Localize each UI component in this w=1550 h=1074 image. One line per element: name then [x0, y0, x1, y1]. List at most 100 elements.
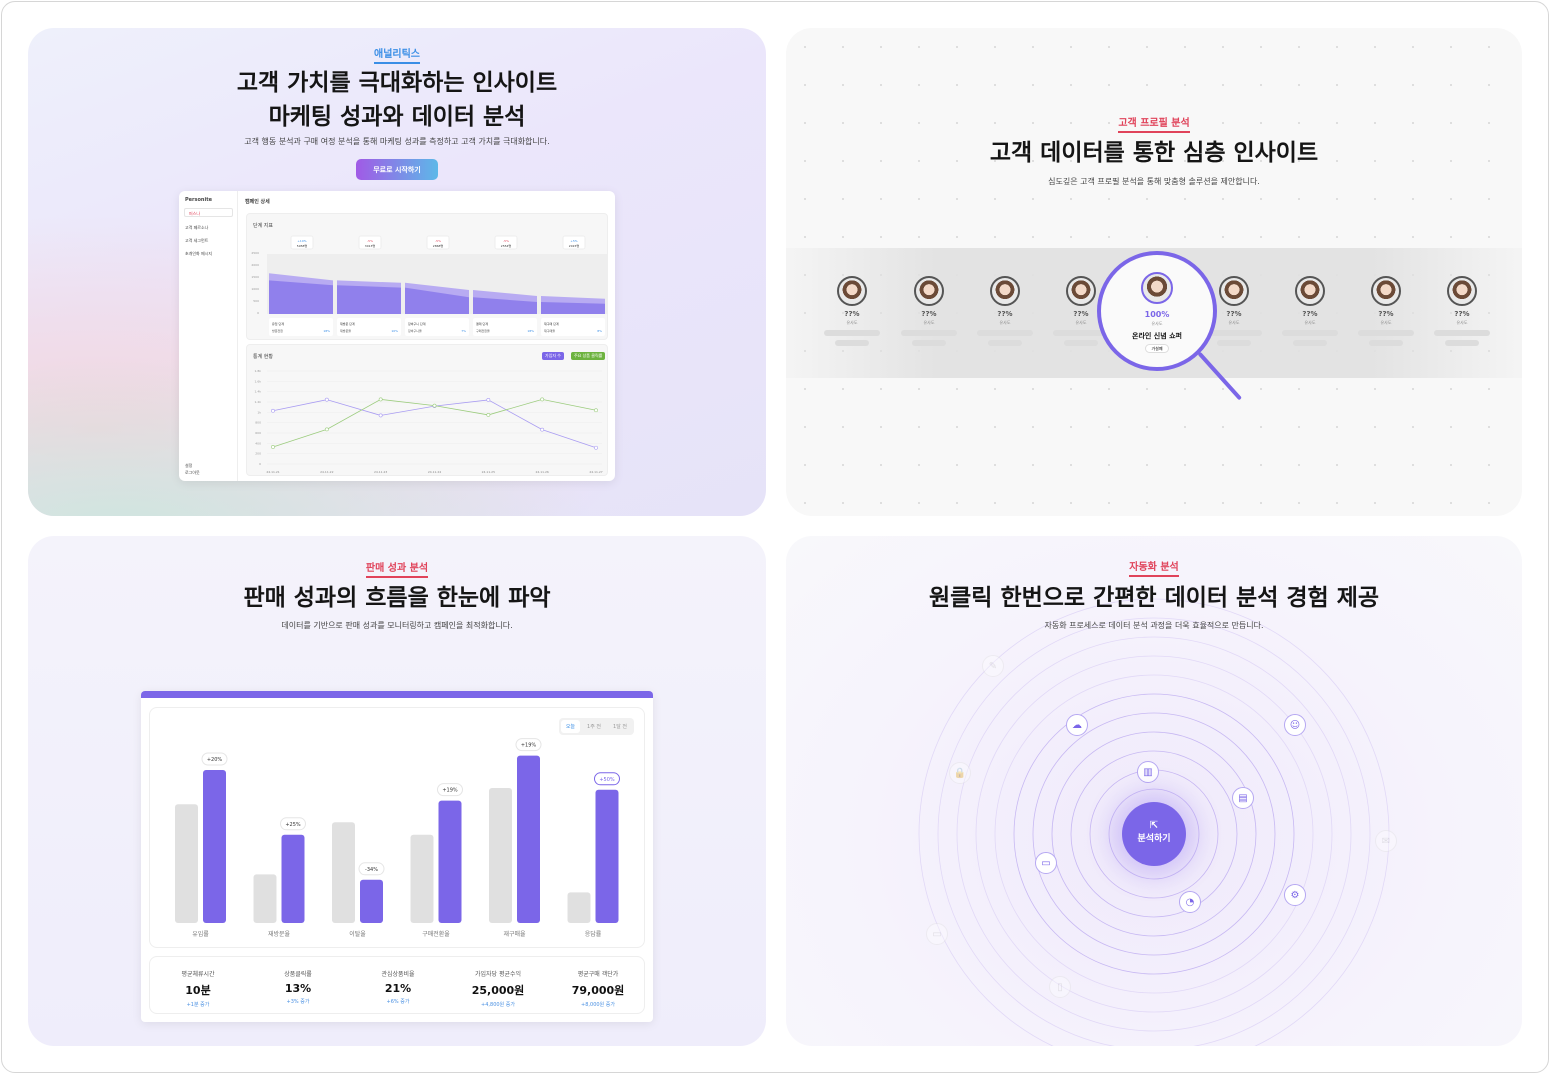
avatar-profile[interactable]: [1066, 276, 1096, 306]
kpi-item: 상품클릭률 13% +3% 증가: [248, 957, 348, 1005]
bar-current: [281, 834, 305, 923]
nav-item-persona[interactable]: 고객 페르소나: [185, 225, 209, 230]
data-point: [594, 408, 598, 413]
stage-metric: 10%: [391, 329, 398, 333]
unknown-percent: ??%: [997, 310, 1013, 318]
analyze-button[interactable]: ⇱ 분석하기: [1122, 802, 1186, 866]
data-point: [324, 427, 329, 432]
legend-signups[interactable]: 가입자 수: [542, 352, 564, 360]
user-icon: ☺: [1284, 714, 1306, 736]
clipboard-icon: ▤: [1232, 787, 1254, 809]
y-tick: 600: [255, 431, 261, 435]
placeholder-bar: [1358, 330, 1414, 336]
stats-title: 통계 현황: [253, 354, 273, 360]
y-tick: 200: [255, 452, 261, 456]
x-tick: 24.11.21: [266, 470, 279, 474]
funnel-card: 단계 지표 0 500 1000 1500 2000 2500 +10% 5958명 유입 단계…: [246, 213, 608, 340]
avatar-profile[interactable]: [1447, 276, 1477, 306]
x-tick: 24.11.25: [482, 470, 495, 474]
placeholder-bar: [1445, 340, 1479, 346]
stage-label: 재구매 단계: [544, 321, 559, 326]
stage-count: 5958명: [297, 243, 308, 248]
y-tick: 800: [255, 421, 261, 425]
kpi-value: 13%: [284, 982, 312, 995]
data-point: [378, 413, 383, 418]
stage-label: 재방문 단계: [340, 321, 355, 326]
nav-item-segment[interactable]: 고객 세그먼트: [185, 238, 209, 243]
y-tick: 2500: [251, 251, 259, 255]
document-icon: ▯: [1049, 976, 1071, 998]
tab-week[interactable]: 1주 전: [587, 724, 602, 730]
data-point: [271, 408, 275, 413]
funnel-area-converted: [473, 297, 537, 314]
avatar-profile[interactable]: [837, 276, 867, 306]
unknown-percent: ??%: [1226, 310, 1242, 318]
x-tick: 24.11.23: [374, 470, 387, 474]
data-point: [540, 427, 545, 432]
orbit-ring: [937, 617, 1371, 1046]
avatar-profile[interactable]: [1219, 276, 1249, 306]
title-line-2: 마케팅 성과와 데이터 분석: [268, 104, 526, 130]
funnel-area-converted: [541, 302, 605, 314]
cursor-click-icon: ⇱: [1149, 820, 1159, 831]
kpi-delta: +1분 증가: [186, 1002, 210, 1008]
bar-previous: [253, 874, 277, 923]
placeholder-bar: [1217, 340, 1251, 346]
line-chart: 0 200 400 600 800 1k 1.2k 1.4k 1.6k 1.8k 24.11.21 2…: [254, 369, 602, 474]
unknown-percent: ??%: [1454, 310, 1470, 318]
tab-month[interactable]: 1달 전: [613, 724, 627, 730]
analyze-button-label: 분석하기: [1137, 834, 1171, 844]
lock-icon: 🔒: [949, 762, 971, 784]
stage-change: +10%: [297, 239, 306, 243]
y-tick: 1.6k: [254, 379, 261, 383]
category-label: 응답률: [585, 931, 602, 938]
mail-icon: ✉: [1375, 830, 1397, 852]
stage-count: 2868명: [433, 243, 444, 248]
eyebrow: 애널리틱스: [28, 45, 766, 64]
period-tabs: 오늘 1주 전 1달 전: [558, 718, 634, 735]
placeholder-bar: [1064, 340, 1098, 346]
stage-change: -5%: [367, 239, 373, 243]
similarity-label: 유사도: [1151, 321, 1163, 326]
stage-card: [405, 318, 469, 336]
avatar-profile[interactable]: [914, 276, 944, 306]
tab-today[interactable]: 오늘: [560, 720, 581, 733]
bar-chart: +20% 유입률 +25% 재방문율 -34% 이탈율 +19% 구매전환율 +19% 재구매율 +…: [175, 738, 620, 938]
start-free-button[interactable]: 무료로 시작하기: [356, 159, 438, 180]
dashboard-preview: Personite 퍼스나 고객 페르소나 고객 세그먼트 초개인화 메시지 설…: [179, 191, 615, 481]
logout-link[interactable]: 로그아웃: [185, 470, 200, 475]
change-badge: [515, 738, 542, 752]
legend-clickrate[interactable]: 주요 상품 클릭률: [571, 352, 606, 360]
persona-tag[interactable]: 가설폐: [1145, 344, 1169, 353]
avatar-profile[interactable]: [990, 276, 1020, 306]
y-tick: 500: [253, 299, 259, 303]
stage-card: [269, 318, 333, 336]
avatar-profile[interactable]: [1295, 276, 1325, 306]
unknown-percent: ??%: [1378, 310, 1394, 318]
bar-current: [203, 770, 226, 923]
data-point: [486, 413, 491, 417]
orbit-ring: [975, 655, 1333, 1013]
kpi-item: 평균구매 객단가 79,000원 +8,000원 증가: [548, 957, 648, 1008]
analytics-panel: 애널리틱스 고객 가치를 극대화하는 인사이트 마케팅 성과와 데이터 분석 고…: [28, 28, 766, 516]
gear-icon: ⚙: [1284, 884, 1306, 906]
y-tick: 1.2k: [254, 400, 261, 404]
persona-select[interactable]: 퍼스나: [184, 208, 233, 217]
nav-item-message[interactable]: 초개인화 메시지: [185, 251, 213, 256]
placeholder-bar: [1206, 330, 1262, 336]
similarity-label: 유사도: [1304, 320, 1316, 325]
y-tick: 0: [257, 311, 259, 315]
change-label: +19%: [521, 743, 537, 749]
placeholder-bar: [1293, 340, 1327, 346]
title: 고객 데이터를 통한 심층 인사이트: [989, 140, 1319, 166]
subtitle: 고객 행동 분석과 구매 여정 분석을 통해 마케팅 성과를 측정하고 고객 가…: [244, 137, 550, 146]
funnel-title: 단계 지표: [253, 223, 273, 229]
stage-change: -5%: [435, 239, 441, 243]
settings-link[interactable]: 설정: [185, 463, 193, 468]
kpi-value: 21%: [384, 982, 412, 995]
category-label: 유입률: [192, 930, 209, 938]
stage-label: 결제 단계: [476, 321, 488, 326]
change-label: +50%: [599, 777, 615, 783]
avatar-profile[interactable]: [1371, 276, 1401, 306]
avatar-matched[interactable]: [1141, 272, 1173, 304]
